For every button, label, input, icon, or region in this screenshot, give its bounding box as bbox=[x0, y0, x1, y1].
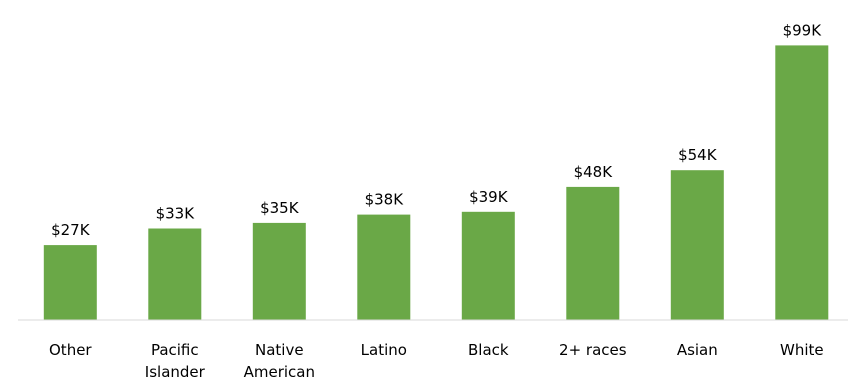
bar-3 bbox=[357, 214, 411, 320]
data-label-6: $54K bbox=[678, 146, 718, 164]
data-label-5: $48K bbox=[574, 163, 614, 181]
x-tick-label-3: Latino bbox=[361, 341, 407, 359]
x-tick-label-1: Pacific Islander bbox=[145, 341, 206, 381]
bar-1 bbox=[148, 228, 202, 320]
x-tick-label-line: Islander bbox=[145, 363, 206, 381]
x-tick-label-line: White bbox=[780, 341, 824, 359]
x-tick-label-line: Pacific bbox=[151, 341, 199, 359]
data-label-2: $35K bbox=[260, 199, 300, 217]
x-tick-label-line: 2+ races bbox=[559, 341, 627, 359]
data-label-1: $33K bbox=[156, 205, 196, 223]
x-tick-label-line: Black bbox=[468, 341, 509, 359]
data-label-7: $99K bbox=[783, 21, 823, 39]
bar-6 bbox=[670, 170, 724, 320]
bar-4 bbox=[461, 211, 515, 320]
bar-0 bbox=[43, 245, 97, 320]
x-tick-label-line: Native bbox=[255, 341, 304, 359]
bars-group bbox=[43, 45, 829, 321]
data-label-3: $38K bbox=[365, 191, 405, 209]
x-tick-label-0: Other bbox=[49, 341, 92, 359]
data-label-4: $39K bbox=[469, 188, 509, 206]
x-tick-label-2: Native American bbox=[244, 341, 315, 381]
bar-5 bbox=[566, 186, 620, 320]
x-tick-labels-group: Other Pacific Islander Native American Latino… bbox=[49, 341, 824, 381]
x-tick-label-line: American bbox=[244, 363, 315, 381]
bar-2 bbox=[252, 222, 306, 320]
data-label-0: $27K bbox=[51, 221, 91, 239]
x-tick-label-line: Latino bbox=[361, 341, 407, 359]
x-tick-label-7: White bbox=[780, 341, 824, 359]
x-tick-label-line: Asian bbox=[677, 341, 718, 359]
x-tick-label-5: 2+ races bbox=[559, 341, 627, 359]
data-labels-group: $27K $33K $35K $38K $39K $48K $54K $99K bbox=[51, 21, 822, 239]
x-tick-label-6: Asian bbox=[677, 341, 718, 359]
x-tick-label-4: Black bbox=[468, 341, 509, 359]
x-tick-label-line: Other bbox=[49, 341, 92, 359]
bar-7 bbox=[775, 45, 829, 321]
